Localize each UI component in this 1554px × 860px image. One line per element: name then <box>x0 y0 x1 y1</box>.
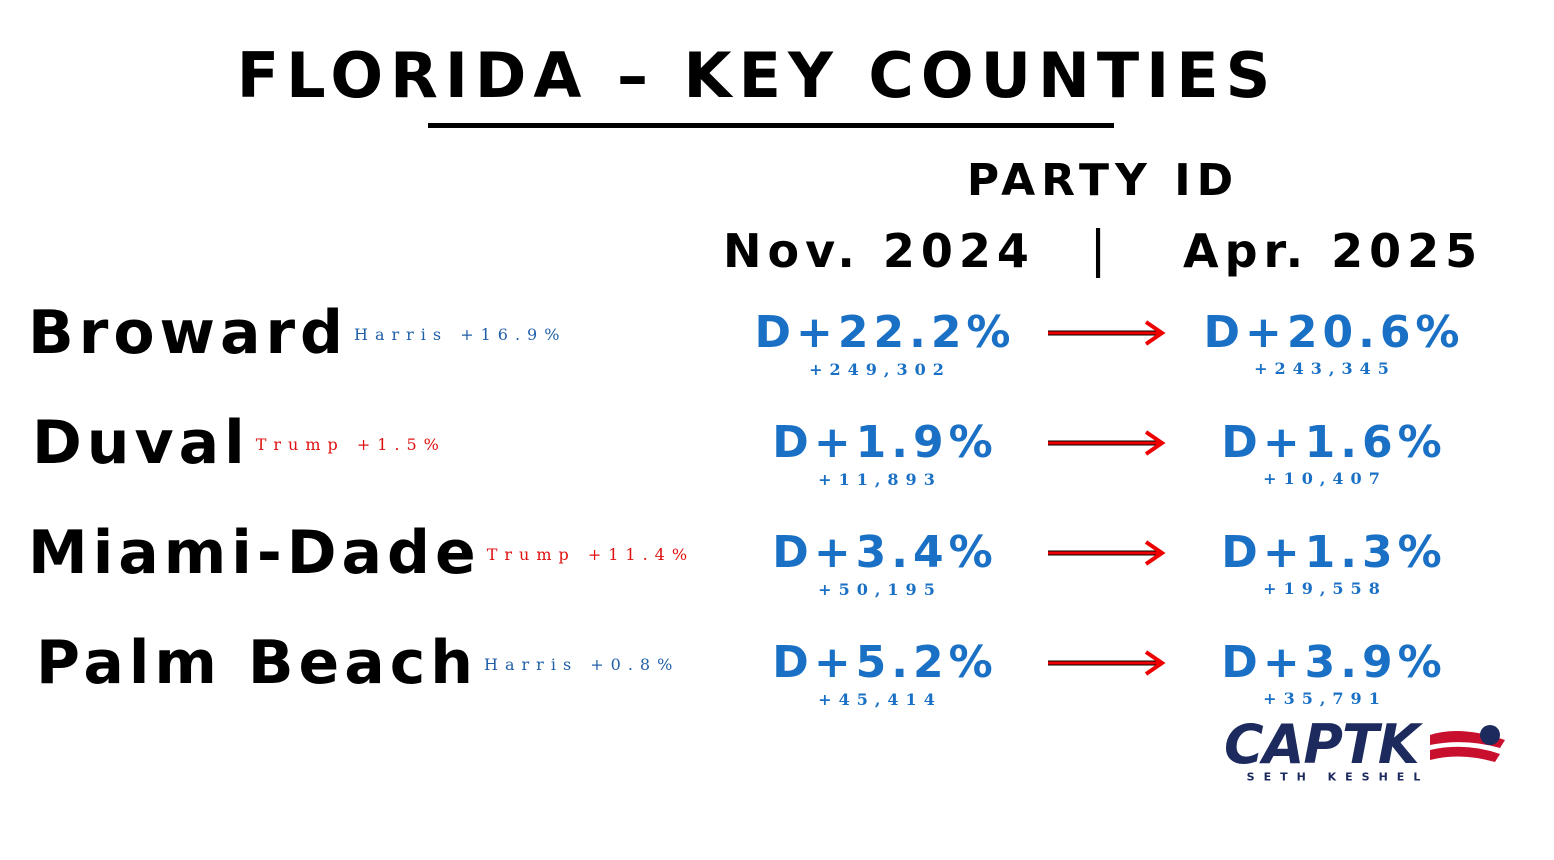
county-name: Miami-Dade <box>28 518 481 588</box>
from-count: +249,302 <box>809 360 951 379</box>
from-count: +11,893 <box>818 470 942 489</box>
election-result: Harris +0.8% <box>484 655 680 674</box>
arrow <box>1048 650 1166 676</box>
county-name: Duval <box>32 408 250 478</box>
logo-flag <box>1430 725 1505 762</box>
to-count: +10,407 <box>1263 469 1387 488</box>
election-result: Harris +16.9% <box>354 325 567 344</box>
to-margin: D+1.6% <box>1221 417 1447 468</box>
election-result: Trump +1.5% <box>255 435 446 454</box>
from-margin: D+3.4% <box>772 527 998 578</box>
to-margin: D+1.3% <box>1221 527 1447 578</box>
to-count: +19,558 <box>1263 579 1387 598</box>
arrow <box>1048 540 1166 566</box>
to-count: +243,345 <box>1254 359 1396 378</box>
from-count: +50,195 <box>818 580 942 599</box>
from-column: Nov. 2024 <box>723 224 1035 278</box>
title: FLORIDA – KEY COUNTIES <box>236 39 1278 112</box>
column-separator: | <box>1089 220 1107 278</box>
arrow <box>1048 320 1166 346</box>
from-margin: D+22.2% <box>754 307 1016 358</box>
logo-name: CAPTK <box>1224 713 1420 776</box>
county-name: Palm Beach <box>36 628 479 698</box>
from-count: +45,414 <box>818 690 942 709</box>
from-margin: D+5.2% <box>772 637 998 688</box>
from-margin: D+1.9% <box>772 417 998 468</box>
election-result: Trump +11.4% <box>486 545 695 564</box>
title-underline <box>428 123 1114 128</box>
to-count: +35,791 <box>1263 689 1387 708</box>
logo-tagline: SETH KESHEL <box>1246 770 1430 784</box>
county-name: Broward <box>28 298 348 368</box>
to-column: Apr. 2025 <box>1183 224 1484 278</box>
to-margin: D+20.6% <box>1203 307 1465 358</box>
to-margin: D+3.9% <box>1221 637 1447 688</box>
party-id-header: PARTY ID <box>966 155 1240 206</box>
arrow <box>1048 430 1166 456</box>
